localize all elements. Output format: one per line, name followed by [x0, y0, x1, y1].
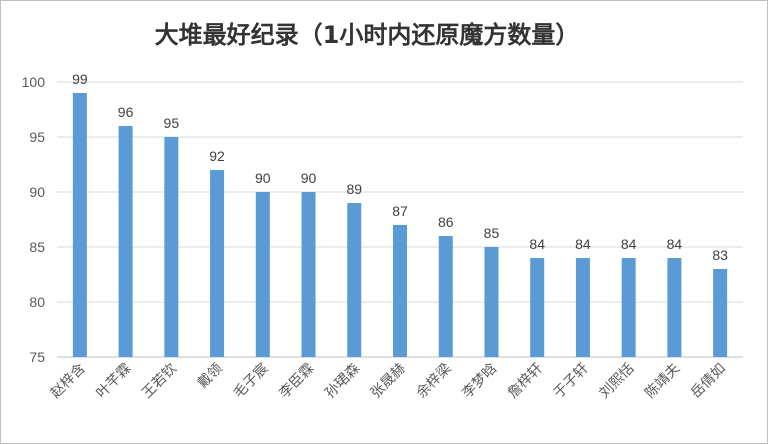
- x-tick-label: 赵梓含: [48, 361, 89, 402]
- y-tick-label: 90: [29, 184, 45, 200]
- y-axis-ticks: 75 80 85 90 95 100: [22, 74, 46, 365]
- bar: [164, 137, 179, 357]
- y-tick-label: 80: [29, 294, 45, 310]
- data-label: 83: [712, 247, 728, 263]
- x-tick-label: 陈靖夫: [642, 360, 684, 402]
- data-label: 84: [621, 236, 637, 252]
- bar: [667, 258, 682, 357]
- data-label: 95: [164, 115, 180, 131]
- bar: [438, 236, 453, 357]
- x-tick-label: 李臣霖: [276, 361, 317, 402]
- x-tick-label: 李梦晗: [459, 360, 501, 402]
- data-label: 96: [118, 104, 134, 120]
- data-labels: 99 96 95 92 90 90 89 87 86 85 84 84 84 84 83: [72, 71, 728, 263]
- data-label: 84: [529, 236, 545, 252]
- data-label: 85: [484, 225, 500, 241]
- y-tick-label: 85: [29, 239, 45, 255]
- y-tick-label: 95: [29, 129, 45, 145]
- x-tick-label: 叶芊霖: [93, 361, 134, 402]
- x-tick-label: 詹梓轩: [505, 361, 546, 402]
- x-tick-label: 岳倩如: [688, 361, 729, 402]
- bar: [72, 93, 87, 357]
- data-label: 90: [301, 170, 317, 186]
- data-label: 99: [72, 71, 88, 87]
- x-tick-label: 毛子宸: [230, 360, 272, 402]
- x-tick-label: 孙珺森: [322, 361, 363, 402]
- x-axis-ticks: 赵梓含 叶芊霖 王若钦 戴领 毛子宸 李臣霖 孙珺森 张晟赫 余梓梁 李梦晗 詹梓轩 于子轩 刘熙恬 陈靖…: [48, 360, 729, 402]
- bar: [393, 225, 407, 357]
- bar: [484, 247, 499, 357]
- data-label: 86: [438, 214, 454, 230]
- x-tick-label: 刘熙恬: [596, 361, 637, 402]
- x-tick-label: 于子轩: [551, 361, 592, 402]
- data-label: 87: [392, 203, 408, 219]
- x-tick-label: 余梓梁: [413, 360, 455, 402]
- data-label: 92: [209, 148, 225, 164]
- bar: [301, 192, 316, 357]
- data-label: 84: [575, 236, 591, 252]
- bar: [255, 192, 270, 357]
- bar: [530, 258, 545, 357]
- bar: [621, 258, 636, 357]
- y-tick-label: 100: [22, 74, 46, 90]
- chart-title: 大堆最好纪录（1小时内还原魔方数量）: [155, 21, 580, 49]
- x-tick-label: 戴领: [195, 361, 226, 392]
- bars: [72, 93, 728, 357]
- data-label: 90: [255, 170, 271, 186]
- bar: [347, 203, 362, 357]
- bar: [575, 258, 590, 357]
- y-tick-label: 75: [29, 349, 45, 365]
- bar: [210, 170, 225, 357]
- bar: [713, 269, 728, 357]
- x-tick-label: 王若钦: [139, 361, 180, 402]
- bar: [118, 126, 133, 357]
- data-label: 84: [667, 236, 683, 252]
- data-label: 89: [346, 181, 362, 197]
- x-tick-label: 张晟赫: [368, 361, 409, 402]
